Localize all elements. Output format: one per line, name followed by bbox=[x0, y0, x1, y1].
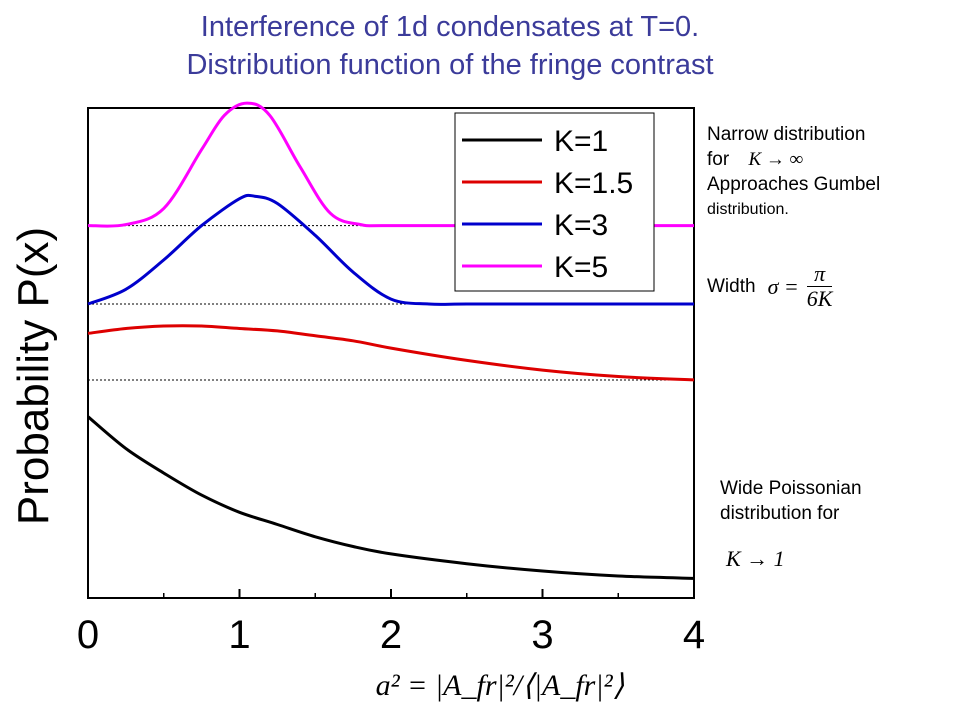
wide-annotation: Wide Poissonian distribution for K → 1 bbox=[720, 476, 862, 571]
chart-title: Interference of 1d condensates at T=0. D… bbox=[60, 8, 840, 84]
x-tick-label-4: 4 bbox=[683, 613, 705, 657]
legend-label-1: K=1.5 bbox=[554, 167, 633, 200]
width-formula-lhs: σ = bbox=[767, 274, 799, 299]
narrow-annotation: Narrow distribution for K → ∞ Approaches… bbox=[707, 122, 880, 222]
series-line-k-1-5 bbox=[87, 324, 695, 382]
legend-label-3: K=5 bbox=[554, 251, 608, 284]
y-axis-label: Probability P(x) bbox=[9, 227, 58, 525]
x-axis-label: a² = |A_fr|²/⟨|A_fr|²⟩ bbox=[375, 669, 625, 702]
x-tick-label-3: 3 bbox=[531, 613, 553, 657]
gumbel-text: Approaches Gumbel bbox=[707, 174, 881, 195]
wide-limit: K → 1 bbox=[726, 546, 785, 571]
legend-label-0: K=1 bbox=[554, 125, 608, 158]
legend-box bbox=[454, 112, 655, 292]
narrow-text: Narrow distribution bbox=[707, 124, 866, 145]
x-tick-label-1: 1 bbox=[228, 613, 250, 657]
gumbel-text-2: distribution. bbox=[707, 201, 789, 218]
series-line-k-1 bbox=[87, 415, 695, 580]
title-line-2: Distribution function of the fringe cont… bbox=[186, 49, 714, 81]
narrow-for-row: for K → ∞ bbox=[707, 147, 880, 172]
wide-text-2: distribution for bbox=[720, 503, 840, 524]
width-label: Width bbox=[707, 276, 756, 297]
width-formula-fraction: π 6K bbox=[806, 261, 833, 311]
wide-text: Wide Poissonian bbox=[720, 478, 862, 499]
width-formula-num: π bbox=[814, 261, 826, 286]
narrow-for: for bbox=[707, 149, 730, 170]
width-formula-den: 6K bbox=[806, 286, 833, 311]
width-annotation: Width σ = π 6K bbox=[707, 261, 833, 311]
x-tick-label-2: 2 bbox=[380, 613, 402, 657]
x-tick-label-0: 0 bbox=[77, 613, 99, 657]
series-line-k-3 bbox=[87, 193, 694, 306]
legend-label-2: K=3 bbox=[554, 209, 608, 242]
narrow-limit: K → ∞ bbox=[748, 149, 804, 170]
title-line-1: Interference of 1d condensates at T=0. bbox=[200, 11, 700, 43]
